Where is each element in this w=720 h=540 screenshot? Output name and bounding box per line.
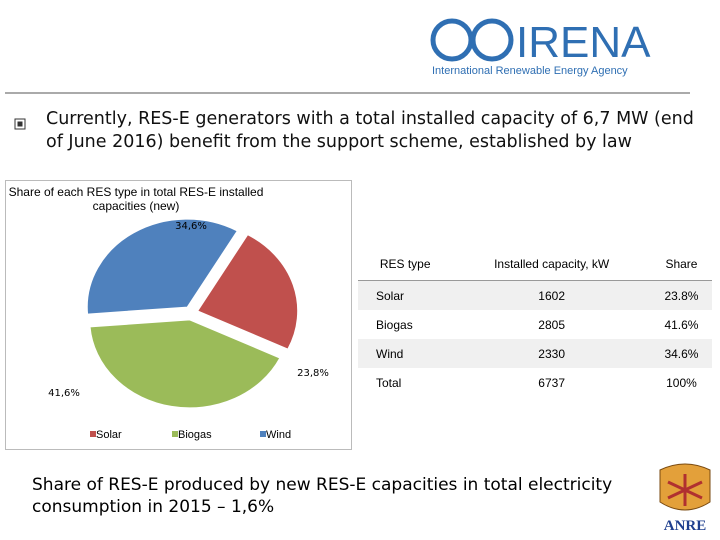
table-cell: 34.6% [650,339,712,368]
bullet-icon [14,118,26,130]
table-cell: RES type [358,248,453,281]
legend-label: Wind [266,429,291,441]
data-label: 41,6% [48,388,80,399]
chart-title: Share of each RES type in total RES-E in… [8,185,264,213]
logo-globe [470,18,514,62]
table-cell: 23.8% [650,280,712,310]
table-cell: Installed capacity, kW [452,248,651,281]
table-cell: 1602 [452,280,651,310]
table-cell: 100% [666,375,697,390]
table-cell: 2330 [452,339,651,368]
table-row: Biogas 2805 41.6% [358,310,712,339]
footer-text: Share of RES-E produced by new RES-E cap… [32,475,613,517]
pie-slice [196,234,299,350]
logo-rays [667,474,703,506]
chart: 23,8% 41,6% 34,6% Solar Biogas Wind [48,218,329,441]
pie-slice [89,319,281,409]
table-row: Wind 2330 34.6% [358,339,712,368]
table-cell: 2805 [538,317,565,332]
table-cell: Total [376,375,402,390]
logo-name: IRENA [516,18,651,67]
legend-swatch [90,431,96,437]
chart-box: Share of each RES type in total RES-E in… [5,180,352,450]
table-cell: 6737 [538,375,565,390]
anre-logo: ANRE [659,463,711,534]
logo-text: ANRE [664,518,707,534]
table-row: RES type Installed capacity, kW Share [358,248,712,281]
table-row: Total 6737 100% [358,368,712,397]
legend-label: Biogas [178,429,212,441]
bullet-text: Currently, RES-E generators with a total… [46,109,694,152]
legend-swatch [260,431,266,437]
table: RES type Installed capacity, kW Share Solar… [358,248,712,397]
legend-label: Solar [96,429,122,441]
table-cell: Solar [358,280,453,310]
table-row: Solar 1602 23.8% [358,280,712,310]
table-cell: Share [650,248,712,281]
table-cell: 41.6% [664,317,699,332]
data-label: 23,8% [297,368,329,379]
data-label: 34,6% [175,221,207,232]
logo-globe [430,18,474,62]
header: IRENA International Renewable Energy Age… [5,18,690,94]
table-cell: Wind [358,339,453,368]
logo-subtitle: International Renewable Energy Agency [432,65,628,77]
legend-swatch [172,431,178,437]
pie-slice [86,218,238,315]
table-cell: Biogas [376,317,413,332]
